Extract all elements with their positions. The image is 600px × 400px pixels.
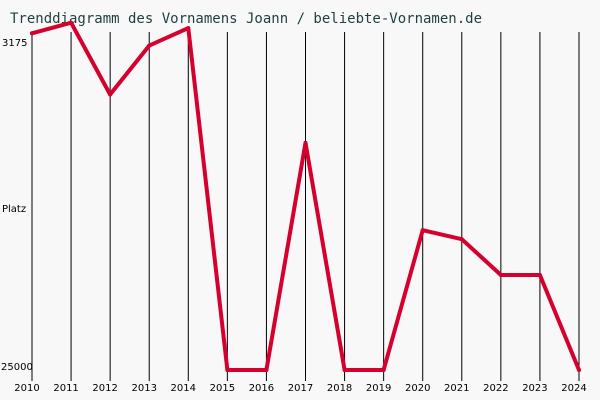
data-point-2020	[420, 228, 425, 233]
chart-title: Trenddiagramm des Vornamens Joann / beli…	[10, 11, 482, 27]
data-point-2021	[459, 237, 464, 242]
x-tick-label-2014: 2014	[171, 383, 196, 394]
x-tick-labels: 2010 2011 2012 2013 2014 2015 2016 2017 2018 2019…	[14, 383, 586, 394]
x-tick-label-2022: 2022	[483, 383, 508, 394]
x-tick-label-2021: 2021	[444, 383, 469, 394]
data-point-2010	[30, 31, 34, 36]
x-tick-label-2019: 2019	[366, 383, 391, 394]
data-point-2011	[69, 20, 74, 25]
data-point-2019	[381, 368, 386, 372]
x-tick-label-2023: 2023	[522, 383, 547, 394]
data-point-2024	[577, 368, 581, 372]
data-point-2016	[264, 368, 269, 372]
x-tick-label-2018: 2018	[327, 383, 352, 394]
y-axis-label: Platz	[2, 204, 26, 215]
x-tick-label-2016: 2016	[249, 383, 274, 394]
data-point-2015	[225, 368, 230, 372]
data-point-2022	[498, 273, 503, 278]
x-tick-label-2020: 2020	[405, 383, 430, 394]
data-point-2012	[108, 92, 113, 97]
grid-lines	[31, 32, 580, 381]
data-point-2014	[186, 26, 191, 31]
x-tick-label-2012: 2012	[92, 383, 117, 394]
data-point-2013	[147, 43, 152, 48]
x-tick-label-2013: 2013	[131, 383, 156, 394]
series-line-group	[30, 20, 581, 372]
data-point-2017	[303, 140, 308, 145]
y-tick-bottom: 25000	[1, 362, 33, 373]
x-tick-label-2011: 2011	[53, 383, 78, 394]
x-tick-label-2024: 2024	[561, 383, 586, 394]
x-tick-label-2017: 2017	[288, 383, 313, 394]
y-tick-top: 3175	[2, 38, 27, 49]
x-tick-label-2010: 2010	[14, 383, 39, 394]
x-tick-label-2015: 2015	[210, 383, 235, 394]
data-point-2023	[537, 273, 542, 278]
data-point-2018	[342, 368, 347, 372]
